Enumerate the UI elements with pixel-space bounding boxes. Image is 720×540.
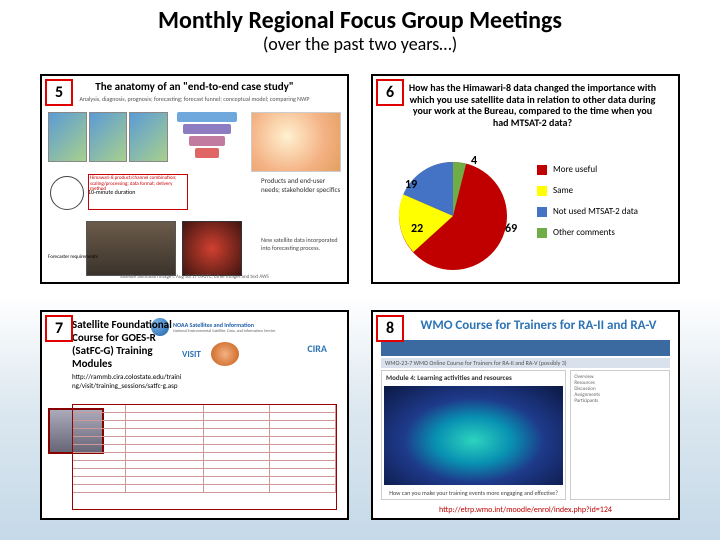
panel-badge: 7 [45, 315, 73, 342]
photo-thumb [86, 221, 176, 276]
sat-note: New satellite data incorporated into for… [261, 236, 341, 252]
map-thumb [89, 112, 128, 162]
training-url: http://rammb.cira.colostate.edu/training… [72, 372, 182, 390]
legend-swatch [537, 207, 547, 217]
panel-8: 8 WMO Course for Trainers for RA-II and … [371, 310, 680, 520]
training-table [72, 404, 337, 510]
requirements-label: Forecaster requirements [48, 254, 98, 260]
legend-label: Not used MTSAT-2 data [553, 206, 638, 217]
side-label: Products and end-user needs; stakeholder… [261, 176, 341, 194]
redbox-text: Himawari-8 product/channel combination; … [88, 174, 188, 210]
pie-svg [393, 156, 513, 276]
legend-item: Not used MTSAT-2 data [537, 206, 670, 217]
shymet-logo-icon [211, 342, 239, 366]
sidebar-item: Participants [574, 398, 666, 404]
panel-5-subtitle: Analysis, diagnosis, prognosis; forecast… [42, 95, 347, 103]
pie-legend: More useful Same Not used MTSAT-2 data O… [533, 156, 678, 282]
legend-label: Same [553, 185, 573, 196]
module-header: Module 4: Learning activities and resour… [382, 371, 565, 384]
panel-7: 7 NOAA Satellites and Information Nation… [40, 310, 349, 520]
bottom-note: satellite animation image f. Aug 30/17 0… [42, 274, 347, 280]
panel-grid: 5 The anatomy of an "end-to-end case stu… [40, 74, 680, 520]
legend-label: Other comments [553, 227, 615, 238]
moodle-header-bar [381, 340, 670, 356]
noaa-label: NOAA Satellites and Information [173, 321, 275, 329]
panel-badge: 5 [45, 79, 73, 106]
map-thumb [129, 112, 168, 162]
panel-8-title: WMO Course for Trainers for RA-II and RA… [405, 318, 672, 333]
module-sidebar: Overview Resources Discussion Assignment… [570, 370, 670, 500]
breadcrumb: WMO-23-7 WMO Online Course for Trainers … [381, 358, 670, 368]
legend-swatch [537, 186, 547, 196]
enrol-link[interactable]: http://etrp.wmo.int/moodle/enrol/index.p… [439, 505, 612, 515]
panel-7-title: Satellite Foundational Course for GOES-R… [72, 318, 182, 370]
partner-logos: VISIT [182, 342, 239, 366]
panel-6: 6 How has the Himawari-8 data changed th… [371, 74, 680, 284]
panel-5: 5 The anatomy of an "end-to-end case stu… [40, 74, 349, 284]
panel-badge: 6 [376, 79, 404, 106]
legend-label: More useful [553, 164, 597, 175]
legend-item: More useful [537, 164, 670, 175]
globe-graphic [384, 386, 563, 485]
pie-value-4: 4 [471, 154, 477, 168]
legend-swatch [537, 228, 547, 238]
map-thumbnails [48, 112, 168, 162]
pie-value-69: 69 [505, 222, 517, 236]
survey-question: How has the Himawari-8 data changed the … [405, 82, 660, 128]
module-main: Module 4: Learning activities and resour… [381, 370, 566, 500]
enrol-url: http://etrp.wmo.int/moodle/enrol/index.p… [373, 505, 678, 515]
heat-map-thumb [251, 112, 341, 172]
pie-value-22: 22 [411, 222, 423, 236]
noaa-sublabel: National Environmental Satellite, Data, … [173, 329, 275, 334]
pie-value-19: 19 [405, 178, 417, 192]
panel-5-title: The anatomy of an "end-to-end case study… [42, 80, 347, 93]
panel-badge: 8 [376, 315, 404, 342]
page-title: Monthly Regional Focus Group Meetings [0, 0, 720, 35]
module-caption: How can you make your training events mo… [382, 487, 565, 499]
pie-chart: 4 19 22 69 [393, 156, 533, 276]
map-thumb [48, 112, 87, 162]
visit-logo: VISIT [182, 349, 201, 360]
clock-icon [50, 176, 84, 210]
satellite-thumb [182, 221, 242, 276]
page-subtitle: (over the past two years…) [0, 33, 720, 55]
legend-swatch [537, 165, 547, 175]
cira-logo: CIRA [307, 342, 327, 355]
legend-item: Same [537, 185, 670, 196]
legend-item: Other comments [537, 227, 670, 238]
